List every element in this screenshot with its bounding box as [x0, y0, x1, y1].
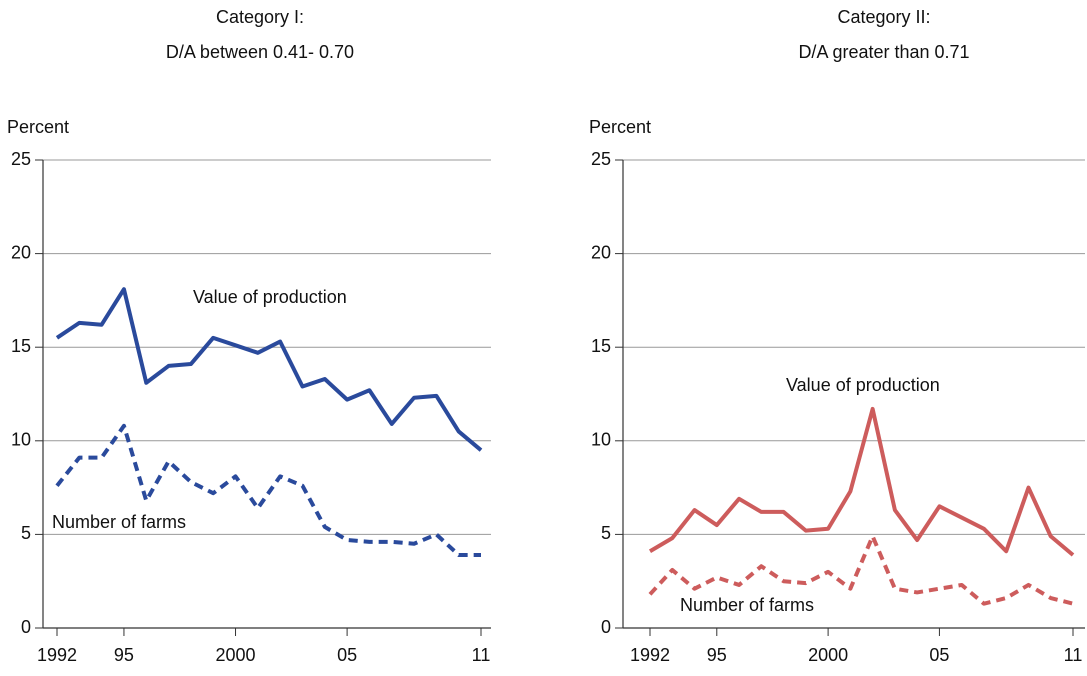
y-tick-label: 5	[601, 523, 611, 543]
y-axis-label: Percent	[7, 117, 69, 137]
x-tick-label: 1992	[630, 645, 670, 665]
x-tick-label: 05	[337, 645, 357, 665]
y-tick-label: 15	[591, 336, 611, 356]
series-line	[55, 423, 481, 557]
y-tick-label: 10	[11, 430, 31, 450]
chart-title: Category I:	[216, 7, 304, 27]
x-tick-label: 1992	[37, 645, 77, 665]
chart-title: D/A greater than 0.71	[798, 42, 969, 62]
series-annotation: Value of production	[193, 287, 347, 307]
chart-title: D/A between 0.41- 0.70	[166, 42, 354, 62]
y-axis-label: Percent	[589, 117, 651, 137]
chart-title: Category II:	[837, 7, 930, 27]
y-tick-label: 5	[21, 523, 31, 543]
series-line	[648, 406, 1075, 557]
y-tick-label: 0	[21, 617, 31, 637]
y-tick-label: 20	[591, 242, 611, 262]
y-tick-label: 25	[591, 149, 611, 169]
y-tick-label: 25	[11, 149, 31, 169]
series-annotation: Value of production	[786, 375, 940, 395]
y-tick-label: 15	[11, 336, 31, 356]
x-tick-label: 2000	[216, 645, 256, 665]
x-tick-label: 2000	[808, 645, 848, 665]
y-tick-label: 0	[601, 617, 611, 637]
x-tick-label: 95	[114, 645, 134, 665]
series-line	[648, 534, 1074, 606]
y-tick-label: 10	[591, 430, 611, 450]
x-tick-label: 11	[1064, 645, 1083, 665]
x-tick-label: 05	[929, 645, 949, 665]
series-line	[55, 287, 483, 452]
x-tick-label: 11	[472, 645, 491, 665]
series-annotation: Number of farms	[52, 512, 186, 532]
series-annotation: Number of farms	[680, 595, 814, 615]
x-tick-label: 95	[707, 645, 727, 665]
y-tick-label: 20	[11, 242, 31, 262]
